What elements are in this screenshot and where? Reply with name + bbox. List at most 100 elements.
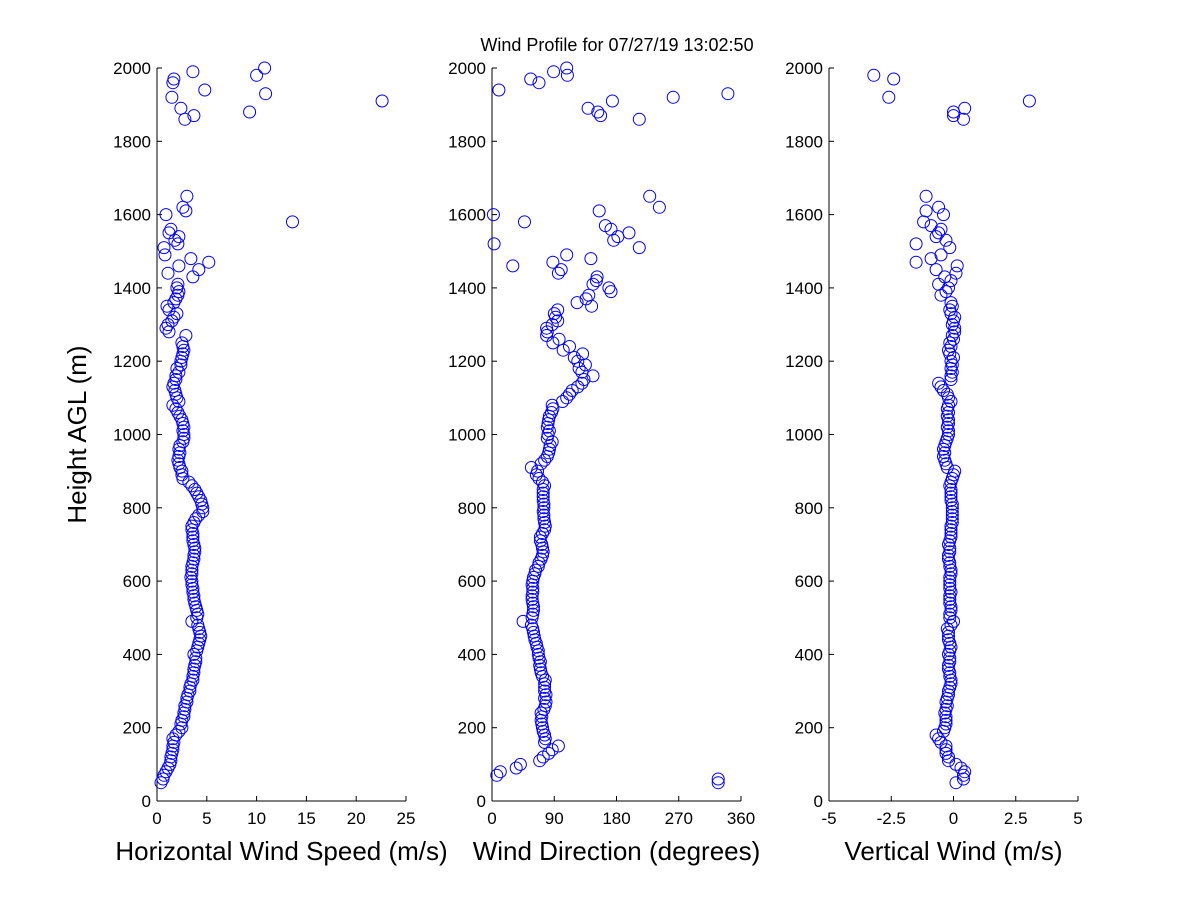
data-points	[486, 61, 735, 790]
data-point	[169, 373, 183, 386]
data-point	[958, 765, 972, 779]
data-point	[958, 101, 972, 115]
data-point	[577, 373, 591, 386]
data-point	[534, 457, 548, 471]
y-tick-label: 600	[123, 572, 151, 591]
data-point	[169, 402, 183, 416]
data-point	[937, 384, 950, 397]
data-point	[545, 743, 559, 757]
data-point	[949, 757, 963, 771]
data-point	[533, 754, 547, 768]
data-point	[944, 618, 958, 632]
x-tick-label: -5	[821, 809, 836, 828]
data-point	[560, 61, 574, 75]
data-point	[196, 505, 210, 518]
data-point	[175, 336, 189, 350]
data-point	[563, 340, 576, 353]
data-point	[168, 233, 182, 247]
y-tick-label: 400	[458, 645, 486, 664]
data-point	[943, 578, 957, 592]
data-point	[532, 472, 546, 485]
data-point	[194, 494, 208, 507]
data-point	[939, 746, 953, 760]
data-point	[159, 208, 173, 222]
data-point	[243, 105, 257, 119]
data-point	[632, 241, 646, 255]
y-tick-label: 1600	[113, 206, 151, 225]
x-tick-label: -2.5	[877, 809, 906, 828]
data-point	[179, 329, 193, 342]
data-point	[932, 200, 946, 214]
data-point	[919, 204, 933, 218]
y-tick-label: 1200	[785, 352, 823, 371]
data-point	[947, 109, 960, 123]
data-point	[948, 325, 962, 339]
data-point	[602, 281, 616, 295]
data-point	[924, 252, 938, 266]
y-tick-label: 400	[795, 645, 823, 664]
y-tick-label: 400	[123, 645, 151, 664]
data-point	[536, 486, 550, 500]
data-point	[534, 706, 548, 720]
data-point	[170, 362, 184, 375]
data-point	[949, 776, 963, 790]
y-tick-label: 200	[795, 719, 823, 738]
x-tick-label: 15	[297, 809, 316, 828]
data-point	[943, 574, 957, 588]
data-point	[171, 277, 185, 291]
y-tick-label: 800	[458, 499, 486, 518]
data-point	[944, 494, 958, 507]
x-tick-label: 0	[949, 809, 958, 828]
data-point	[506, 259, 520, 273]
data-point	[943, 596, 957, 610]
data-point	[932, 376, 946, 390]
y-tick-label: 1400	[785, 279, 823, 298]
x-tick-label: 270	[665, 809, 693, 828]
data-point	[167, 376, 181, 390]
data-point	[172, 259, 186, 273]
data-point	[867, 68, 881, 82]
data-point	[944, 567, 958, 581]
y-tick-label: 600	[795, 572, 823, 591]
data-point	[546, 255, 560, 269]
data-point	[486, 208, 500, 222]
data-point	[178, 702, 192, 716]
data-point	[943, 303, 957, 317]
data-point	[594, 109, 608, 123]
data-point	[948, 321, 962, 335]
data-point	[622, 226, 636, 240]
x-tick-label: 5	[202, 809, 211, 828]
data-point	[509, 761, 523, 775]
data-point	[945, 318, 959, 332]
data-point	[487, 237, 501, 251]
y-tick-label: 200	[123, 719, 151, 738]
x-tick-label: 2.5	[1004, 809, 1028, 828]
data-point	[942, 398, 955, 412]
data-point	[598, 219, 612, 233]
data-point	[560, 248, 574, 262]
data-point	[490, 768, 504, 782]
data-point	[169, 292, 183, 306]
data-point	[711, 772, 725, 786]
data-point	[944, 603, 958, 617]
data-point	[643, 189, 657, 203]
data-point	[184, 252, 198, 266]
data-point	[943, 336, 957, 350]
data-point	[192, 490, 206, 504]
data-point	[939, 743, 953, 757]
data-point	[947, 468, 960, 482]
data-point	[518, 215, 531, 229]
data-point	[948, 464, 962, 478]
data-point	[945, 472, 959, 485]
data-point	[939, 233, 953, 247]
data-point	[175, 413, 189, 427]
data-point	[554, 263, 568, 277]
data-point	[934, 380, 948, 394]
data-point	[909, 255, 923, 269]
data-point	[176, 200, 190, 214]
data-point	[188, 483, 202, 496]
data-point	[164, 222, 178, 236]
data-point	[189, 655, 203, 669]
data-point	[943, 559, 957, 573]
